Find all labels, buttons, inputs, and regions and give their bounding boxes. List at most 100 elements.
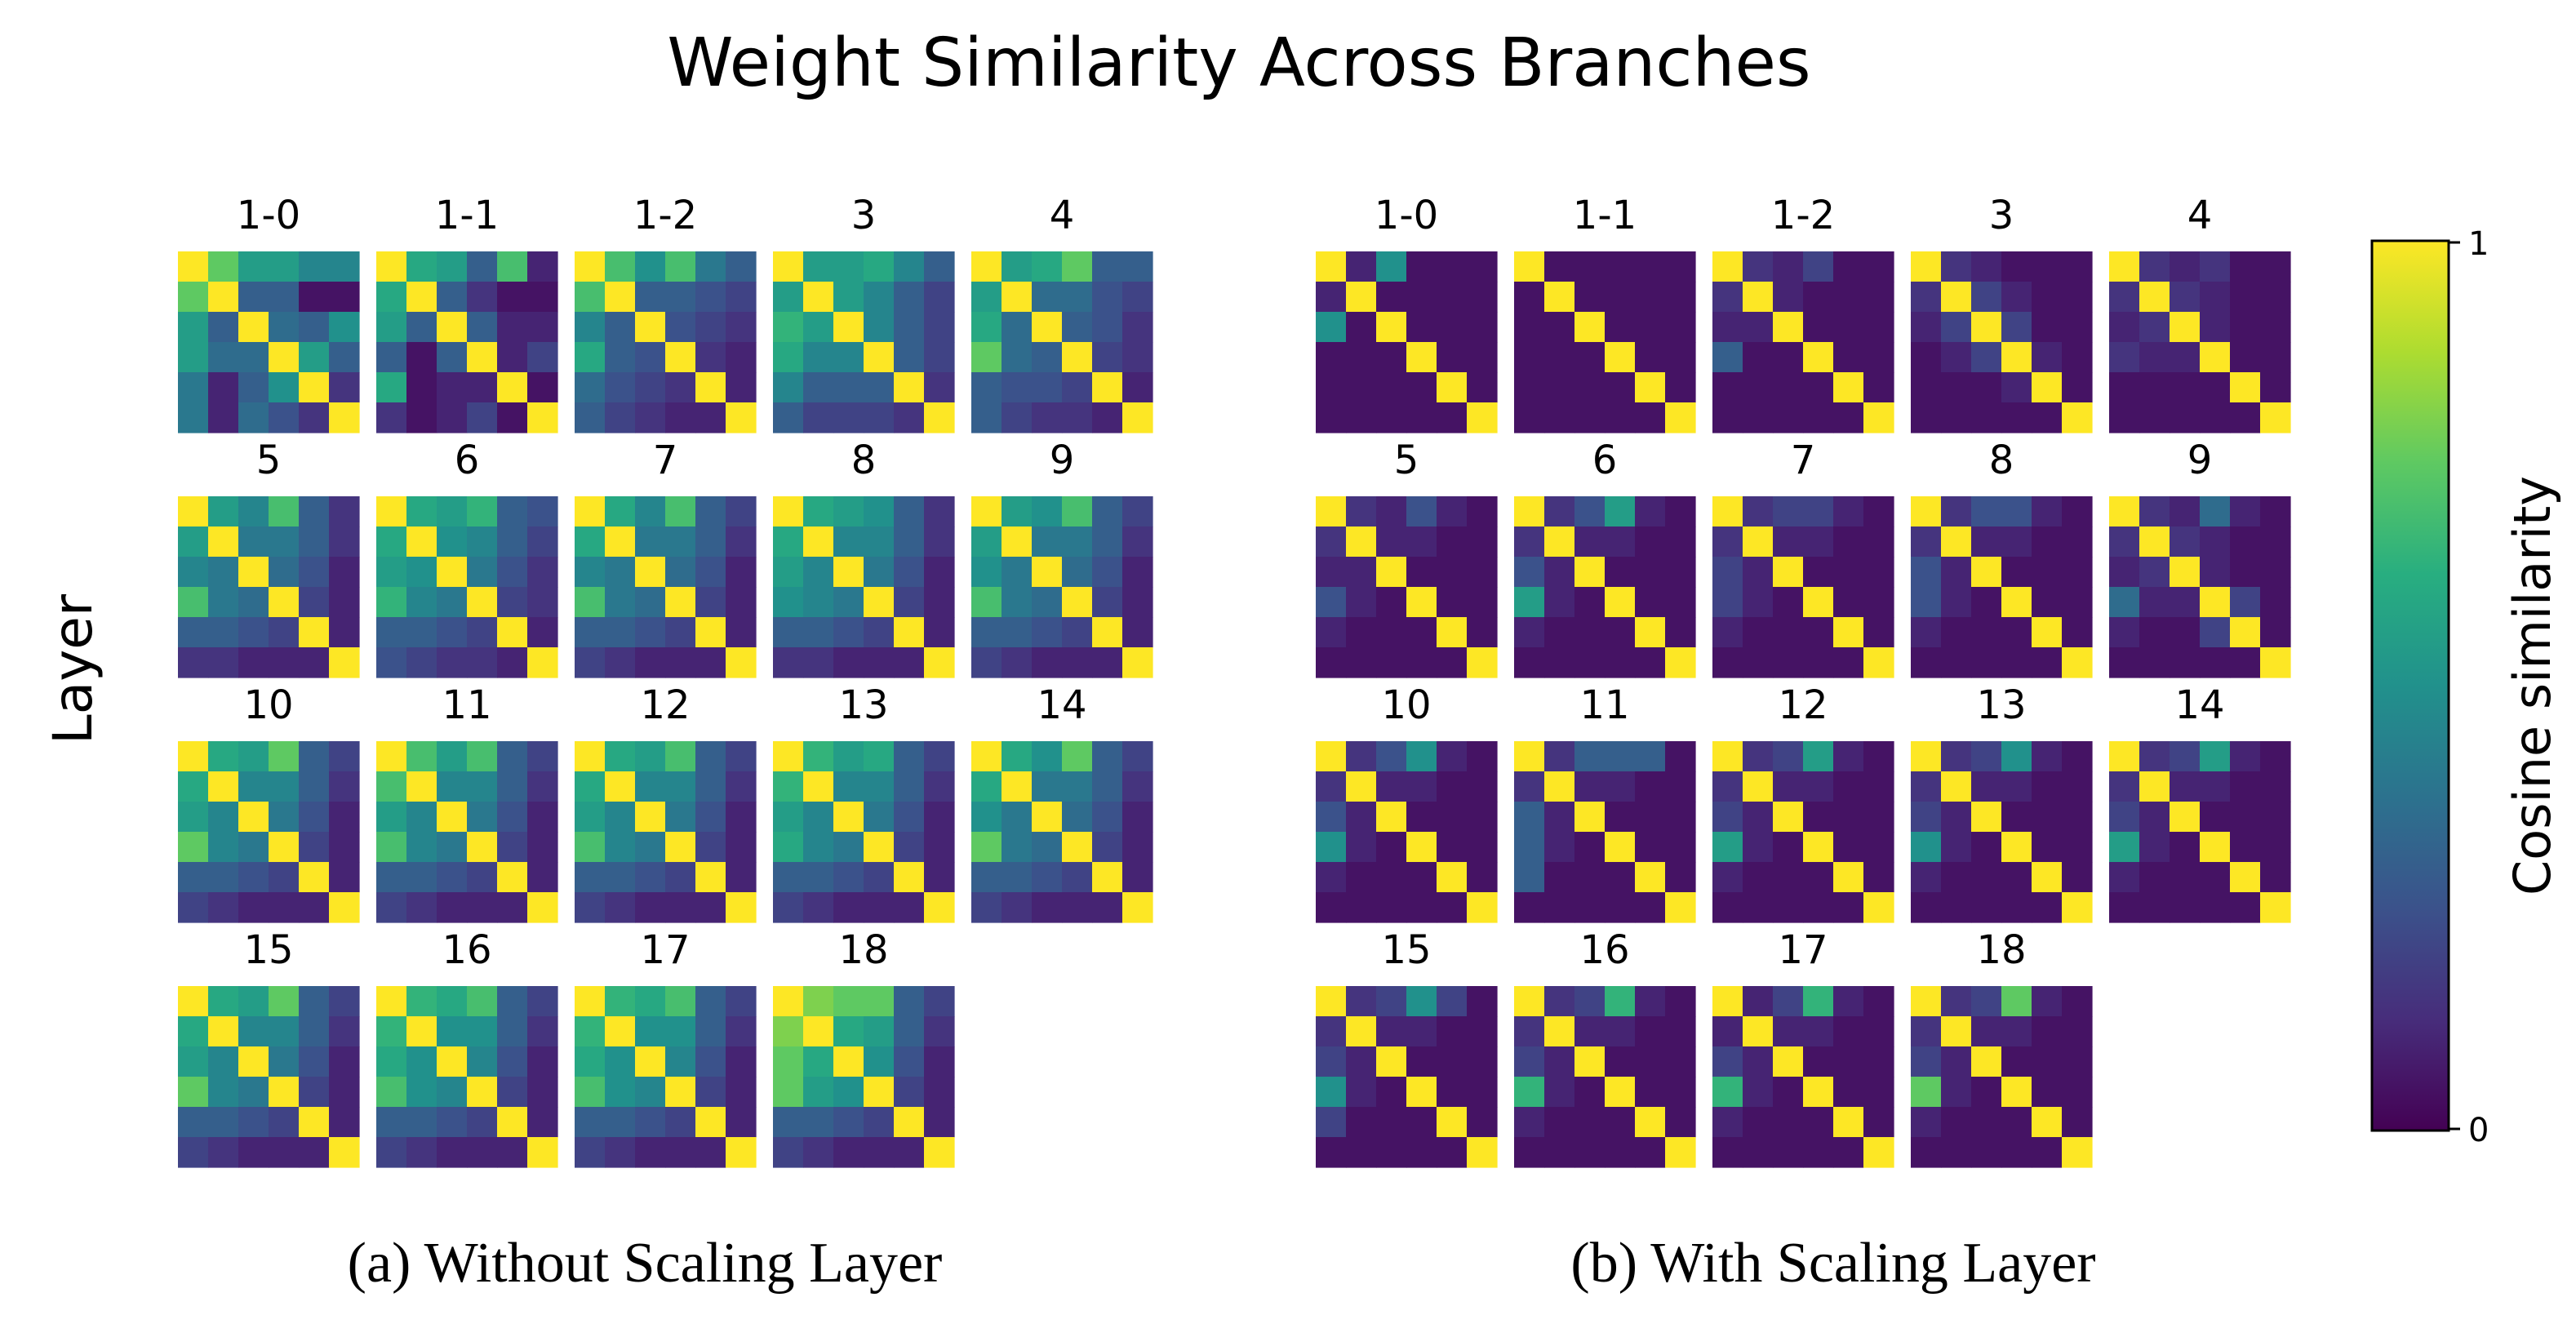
heatmap-cell <box>2230 832 2261 863</box>
heatmap-cell <box>1406 282 1437 313</box>
heatmap-cell <box>1803 771 1834 802</box>
heatmap-cell <box>2001 587 2032 618</box>
heatmap-cell <box>329 1107 360 1138</box>
heatmap-title: 1-1 <box>435 193 499 238</box>
heatmap-cell <box>1665 402 1696 433</box>
heatmap-cell <box>2170 526 2201 558</box>
heatmap-cell <box>2260 402 2291 433</box>
heatmap-cell <box>1032 647 1063 678</box>
heatmap-cell <box>894 1137 925 1168</box>
heatmap-cell <box>773 986 804 1017</box>
heatmap-cell <box>467 402 498 433</box>
heatmap-cell <box>1743 1107 1774 1138</box>
heatmap-cell <box>406 1107 437 1138</box>
heatmap-cell <box>406 342 437 373</box>
heatmap-cell <box>2260 802 2291 833</box>
heatmap-cell <box>406 892 437 923</box>
heatmap-cell <box>2109 832 2140 863</box>
heatmap-title: 5 <box>256 438 282 483</box>
heatmap-cell <box>665 526 696 558</box>
heatmap-cell <box>635 862 666 893</box>
heatmap-cell <box>2109 496 2140 527</box>
heatmap-cell <box>605 402 636 433</box>
heatmap-cell <box>329 1077 360 1108</box>
heatmap-cell <box>1062 251 1093 282</box>
heatmap-cell <box>178 647 209 678</box>
heatmap-cell <box>1833 892 1864 923</box>
heatmap-cell <box>497 282 528 313</box>
heatmap-cell <box>376 312 407 343</box>
heatmap-cell <box>1316 1016 1347 1047</box>
heatmap-cell <box>1316 282 1347 313</box>
heatmap-cell <box>376 251 407 282</box>
heatmap-cell <box>1863 892 1894 923</box>
heatmap-cell <box>1376 1077 1407 1108</box>
heatmap-cell <box>1002 647 1033 678</box>
heatmap-cell <box>2001 1107 2032 1138</box>
heatmap-cell <box>1712 862 1743 893</box>
heatmap-cell <box>1514 986 1545 1017</box>
heatmap-cell <box>1773 251 1804 282</box>
heatmap-cell <box>695 1016 726 1047</box>
heatmap-cell <box>665 496 696 527</box>
heatmap-cell <box>635 986 666 1017</box>
heatmap-cell <box>208 986 239 1017</box>
heatmap-cell <box>1346 741 1377 772</box>
heatmap-cell <box>1712 251 1743 282</box>
heatmap-cell <box>2001 557 2032 588</box>
heatmap-cell <box>803 496 834 527</box>
heatmap-cell <box>299 802 330 833</box>
heatmap-cell <box>269 251 300 282</box>
heatmap-cell <box>803 372 834 403</box>
heatmap-cell <box>299 496 330 527</box>
heatmap-cell <box>1346 647 1377 678</box>
heatmap-cell <box>376 1107 407 1138</box>
heatmap-cell <box>238 832 269 863</box>
heatmap-cell <box>2032 741 2063 772</box>
heatmap-cell <box>2230 741 2261 772</box>
heatmap-cell <box>1406 1107 1437 1138</box>
heatmap-cell <box>665 557 696 588</box>
heatmap-cell <box>2260 617 2291 648</box>
heatmap-cell <box>1665 892 1696 923</box>
heatmap-cell <box>924 1016 955 1047</box>
heatmap-cell <box>2032 617 2063 648</box>
heatmap-cell <box>1665 526 1696 558</box>
heatmap-cell <box>1437 557 1468 588</box>
heatmap-cell <box>1514 741 1545 772</box>
heatmap-cell <box>406 771 437 802</box>
heatmap-cell <box>1605 1107 1636 1138</box>
heatmap-cell <box>269 282 300 313</box>
heatmap-cell <box>1941 372 1972 403</box>
heatmap-cell <box>1863 557 1894 588</box>
heatmap-title: 9 <box>2187 438 2213 483</box>
heatmap-cell <box>1911 1046 1942 1077</box>
heatmap-cell <box>665 617 696 648</box>
heatmap-cell <box>1635 1107 1666 1138</box>
heatmap-cell <box>1122 557 1153 588</box>
heatmap-cell <box>1773 372 1804 403</box>
heatmap-cell <box>1863 342 1894 373</box>
heatmap-cell <box>1346 1046 1377 1077</box>
heatmap-cell <box>406 647 437 678</box>
heatmap-cell <box>208 1046 239 1077</box>
heatmap-cell <box>2170 342 2201 373</box>
heatmap-cell <box>2062 312 2093 343</box>
heatmap-cell <box>1605 832 1636 863</box>
heatmap-cell <box>178 741 209 772</box>
heatmap-cell <box>527 647 558 678</box>
heatmap-cell <box>1635 282 1666 313</box>
heatmap-cell <box>605 1016 636 1047</box>
heatmap-cell <box>1122 647 1153 678</box>
heatmap-cell <box>773 647 804 678</box>
heatmap-cell <box>1863 312 1894 343</box>
heatmap-cell <box>1941 1077 1972 1108</box>
heatmap-cell <box>2260 557 2291 588</box>
heatmap-cell <box>1437 312 1468 343</box>
heatmap-cell <box>971 342 1002 373</box>
heatmap-cell <box>773 832 804 863</box>
heatmap-cell <box>924 617 955 648</box>
heatmap-cell <box>1574 526 1606 558</box>
heatmap-cell <box>238 741 269 772</box>
heatmap-cell <box>2032 771 2063 802</box>
